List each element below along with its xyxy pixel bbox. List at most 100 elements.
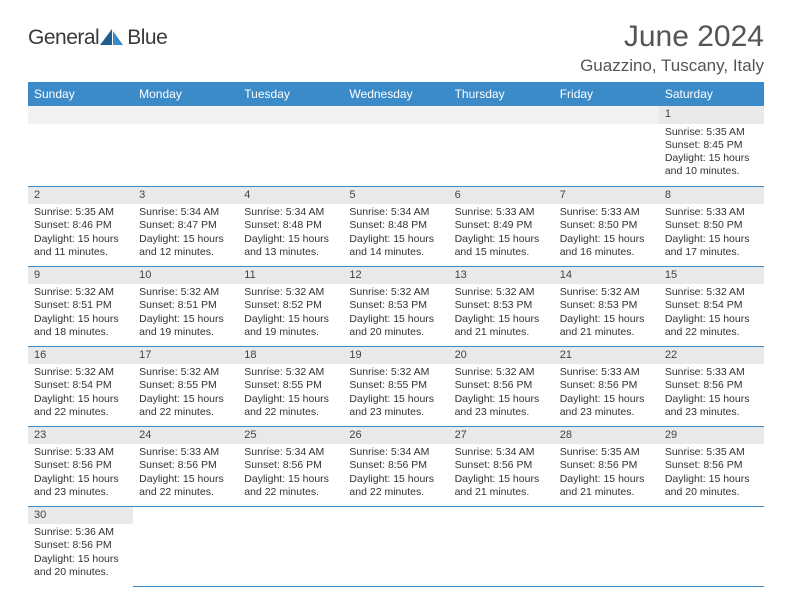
day-details: Sunrise: 5:34 AMSunset: 8:56 PMDaylight:… — [238, 444, 343, 503]
brand-logo: General Blue — [28, 20, 167, 50]
day-number: 29 — [659, 427, 764, 445]
day-number: 20 — [449, 347, 554, 365]
calendar-cell: . — [238, 506, 343, 586]
daylight-2: and 22 minutes. — [665, 326, 758, 339]
sunset: Sunset: 8:53 PM — [455, 299, 548, 312]
day-details: Sunrise: 5:34 AMSunset: 8:56 PMDaylight:… — [449, 444, 554, 503]
day-details: Sunrise: 5:35 AMSunset: 8:56 PMDaylight:… — [554, 444, 659, 503]
day-details: Sunrise: 5:33 AMSunset: 8:50 PMDaylight:… — [554, 204, 659, 263]
day-number: 16 — [28, 347, 133, 365]
sunset: Sunset: 8:56 PM — [665, 459, 758, 472]
calendar-cell: 8Sunrise: 5:33 AMSunset: 8:50 PMDaylight… — [659, 186, 764, 266]
calendar-page: General Blue June 2024 Guazzino, Tuscany… — [0, 0, 792, 607]
brand-word1: General — [28, 26, 99, 50]
calendar-cell: 4Sunrise: 5:34 AMSunset: 8:48 PMDaylight… — [238, 186, 343, 266]
daylight-2: and 22 minutes. — [244, 486, 337, 499]
day-number: 28 — [554, 427, 659, 445]
daylight-2: and 12 minutes. — [139, 246, 232, 259]
sunset: Sunset: 8:50 PM — [665, 219, 758, 232]
calendar-table: Sunday Monday Tuesday Wednesday Thursday… — [28, 82, 764, 587]
calendar-cell: 6Sunrise: 5:33 AMSunset: 8:49 PMDaylight… — [449, 186, 554, 266]
daylight-1: Daylight: 15 hours — [560, 393, 653, 406]
sunset: Sunset: 8:48 PM — [244, 219, 337, 232]
calendar-cell: 24Sunrise: 5:33 AMSunset: 8:56 PMDayligh… — [133, 426, 238, 506]
day-number: 27 — [449, 427, 554, 445]
day-details: Sunrise: 5:32 AMSunset: 8:56 PMDaylight:… — [449, 364, 554, 423]
daylight-2: and 23 minutes. — [349, 406, 442, 419]
daylight-2: and 22 minutes. — [349, 486, 442, 499]
calendar-cell: 1Sunrise: 5:35 AMSunset: 8:45 PMDaylight… — [659, 106, 764, 186]
calendar-cell: 16Sunrise: 5:32 AMSunset: 8:54 PMDayligh… — [28, 346, 133, 426]
sunrise: Sunrise: 5:32 AM — [349, 366, 442, 379]
day-number: 15 — [659, 267, 764, 285]
day-details: Sunrise: 5:33 AMSunset: 8:49 PMDaylight:… — [449, 204, 554, 263]
calendar-cell: . — [449, 506, 554, 586]
sail-icon — [99, 27, 125, 47]
calendar-week: ......1Sunrise: 5:35 AMSunset: 8:45 PMDa… — [28, 106, 764, 186]
sunset: Sunset: 8:56 PM — [665, 379, 758, 392]
calendar-cell: . — [343, 506, 448, 586]
daylight-2: and 23 minutes. — [455, 406, 548, 419]
col-wednesday: Wednesday — [343, 82, 448, 106]
sunrise: Sunrise: 5:34 AM — [349, 206, 442, 219]
sunset: Sunset: 8:55 PM — [349, 379, 442, 392]
daylight-1: Daylight: 15 hours — [244, 473, 337, 486]
calendar-cell: 11Sunrise: 5:32 AMSunset: 8:52 PMDayligh… — [238, 266, 343, 346]
day-details: Sunrise: 5:32 AMSunset: 8:54 PMDaylight:… — [659, 284, 764, 343]
calendar-cell: 5Sunrise: 5:34 AMSunset: 8:48 PMDaylight… — [343, 186, 448, 266]
calendar-cell: 7Sunrise: 5:33 AMSunset: 8:50 PMDaylight… — [554, 186, 659, 266]
daylight-1: Daylight: 15 hours — [349, 233, 442, 246]
calendar-cell: 22Sunrise: 5:33 AMSunset: 8:56 PMDayligh… — [659, 346, 764, 426]
calendar-week: 16Sunrise: 5:32 AMSunset: 8:54 PMDayligh… — [28, 346, 764, 426]
day-number: 2 — [28, 187, 133, 205]
daylight-1: Daylight: 15 hours — [560, 233, 653, 246]
daylight-2: and 19 minutes. — [244, 326, 337, 339]
day-details: Sunrise: 5:33 AMSunset: 8:56 PMDaylight:… — [554, 364, 659, 423]
calendar-cell: 21Sunrise: 5:33 AMSunset: 8:56 PMDayligh… — [554, 346, 659, 426]
col-saturday: Saturday — [659, 82, 764, 106]
calendar-cell: 17Sunrise: 5:32 AMSunset: 8:55 PMDayligh… — [133, 346, 238, 426]
sunrise: Sunrise: 5:32 AM — [139, 286, 232, 299]
daylight-2: and 21 minutes. — [455, 486, 548, 499]
calendar-cell: 23Sunrise: 5:33 AMSunset: 8:56 PMDayligh… — [28, 426, 133, 506]
sunrise: Sunrise: 5:33 AM — [665, 366, 758, 379]
day-details: Sunrise: 5:32 AMSunset: 8:55 PMDaylight:… — [238, 364, 343, 423]
daylight-2: and 17 minutes. — [665, 246, 758, 259]
daylight-1: Daylight: 15 hours — [665, 233, 758, 246]
day-number: 10 — [133, 267, 238, 285]
month-title: June 2024 — [580, 20, 764, 54]
sunset: Sunset: 8:56 PM — [349, 459, 442, 472]
sunset: Sunset: 8:49 PM — [455, 219, 548, 232]
sunrise: Sunrise: 5:34 AM — [244, 206, 337, 219]
calendar-cell: 30Sunrise: 5:36 AMSunset: 8:56 PMDayligh… — [28, 506, 133, 586]
daylight-1: Daylight: 15 hours — [665, 152, 758, 165]
daylight-1: Daylight: 15 hours — [665, 393, 758, 406]
day-number: 19 — [343, 347, 448, 365]
daylight-2: and 18 minutes. — [34, 326, 127, 339]
day-details: Sunrise: 5:34 AMSunset: 8:48 PMDaylight:… — [238, 204, 343, 263]
sunrise: Sunrise: 5:33 AM — [560, 206, 653, 219]
location: Guazzino, Tuscany, Italy — [580, 56, 764, 76]
sunset: Sunset: 8:48 PM — [349, 219, 442, 232]
sunrise: Sunrise: 5:35 AM — [34, 206, 127, 219]
day-number: 3 — [133, 187, 238, 205]
day-number: 17 — [133, 347, 238, 365]
day-number: 1 — [659, 106, 764, 124]
calendar-cell: . — [554, 506, 659, 586]
daylight-2: and 23 minutes. — [560, 406, 653, 419]
day-number: 8 — [659, 187, 764, 205]
sunset: Sunset: 8:56 PM — [34, 459, 127, 472]
day-number: 4 — [238, 187, 343, 205]
daylight-2: and 22 minutes. — [139, 406, 232, 419]
sunrise: Sunrise: 5:34 AM — [244, 446, 337, 459]
sunset: Sunset: 8:56 PM — [139, 459, 232, 472]
daylight-1: Daylight: 15 hours — [139, 473, 232, 486]
day-details: Sunrise: 5:34 AMSunset: 8:56 PMDaylight:… — [343, 444, 448, 503]
day-number: 9 — [28, 267, 133, 285]
daylight-2: and 14 minutes. — [349, 246, 442, 259]
daylight-2: and 22 minutes. — [139, 486, 232, 499]
day-number: 13 — [449, 267, 554, 285]
daylight-1: Daylight: 15 hours — [349, 473, 442, 486]
day-number: 24 — [133, 427, 238, 445]
calendar-cell: 3Sunrise: 5:34 AMSunset: 8:47 PMDaylight… — [133, 186, 238, 266]
